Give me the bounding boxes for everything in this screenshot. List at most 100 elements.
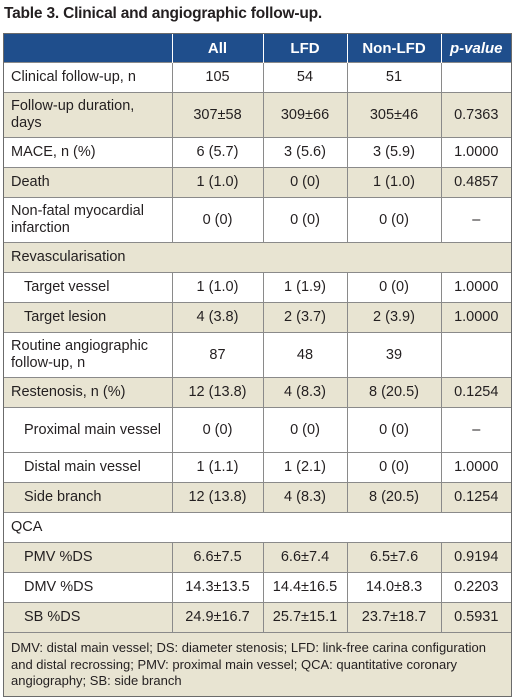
row-label: Non-fatal myocardial infarction xyxy=(4,197,172,243)
header-row: All LFD Non-LFD p-value xyxy=(4,34,511,63)
cell-nonlfd: 0 (0) xyxy=(346,197,441,243)
cell-p-value: 0.4857 xyxy=(440,167,511,198)
table-row: MACE, n (%) 6 (5.7) 3 (5.6) 3 (5.9) 1.00… xyxy=(4,137,511,168)
table-row: PMV %DS 6.6±7.5 6.6±7.4 6.5±7.6 0.9194 xyxy=(4,542,511,573)
cell-nonlfd: 51 xyxy=(346,62,441,93)
cell-nonlfd: 3 (5.9) xyxy=(346,137,441,168)
row-label: PMV %DS xyxy=(4,542,172,573)
row-label: Side branch xyxy=(4,482,172,513)
table-row: Distal main vessel 1 (1.1) 1 (2.1) 0 (0)… xyxy=(4,452,511,483)
cell-p-value: 1.0000 xyxy=(440,272,511,303)
cell-p-value: 1.0000 xyxy=(440,137,511,168)
cell-all: 1 (1.0) xyxy=(171,167,263,198)
header-nonlfd: Non-LFD xyxy=(346,34,441,63)
section-label: QCA xyxy=(4,512,511,543)
cell-lfd: 1 (2.1) xyxy=(262,452,347,483)
table-row: SB %DS 24.9±16.7 25.7±15.1 23.7±18.7 0.5… xyxy=(4,602,511,632)
row-label: DMV %DS xyxy=(4,572,172,603)
cell-all: 307±58 xyxy=(171,92,263,138)
cell-all: 1 (1.0) xyxy=(171,272,263,303)
cell-nonlfd: 8 (20.5) xyxy=(346,482,441,513)
row-label: Clinical follow-up, n xyxy=(4,62,172,93)
table-title: Table 3. Clinical and angiographic follo… xyxy=(4,5,322,22)
header-all: All xyxy=(171,34,263,63)
table-row: Target lesion 4 (3.8) 2 (3.7) 2 (3.9) 1.… xyxy=(4,302,511,333)
cell-p-value: 0.2203 xyxy=(440,572,511,603)
cell-nonlfd: 0 (0) xyxy=(346,272,441,303)
row-label: SB %DS xyxy=(4,602,172,632)
table-row: Follow-up duration, days 307±58 309±66 3… xyxy=(4,92,511,138)
cell-all: 105 xyxy=(171,62,263,93)
cell-lfd: 48 xyxy=(262,332,347,378)
table-row: Proximal main vessel 0 (0) 0 (0) 0 (0) – xyxy=(4,407,511,453)
followup-table: All LFD Non-LFD p-value Clinical follow-… xyxy=(4,34,511,632)
table-footnote: DMV: distal main vessel; DS: diameter st… xyxy=(4,632,511,696)
cell-lfd: 309±66 xyxy=(262,92,347,138)
cell-nonlfd: 0 (0) xyxy=(346,407,441,453)
table-row: DMV %DS 14.3±13.5 14.4±16.5 14.0±8.3 0.2… xyxy=(4,572,511,603)
cell-nonlfd: 6.5±7.6 xyxy=(346,542,441,573)
table-row: Clinical follow-up, n 105 54 51 xyxy=(4,62,511,93)
cell-all: 1 (1.1) xyxy=(171,452,263,483)
cell-p-value: 1.0000 xyxy=(440,302,511,333)
row-label: Restenosis, n (%) xyxy=(4,377,172,408)
cell-p-value xyxy=(440,332,511,378)
cell-lfd: 0 (0) xyxy=(262,167,347,198)
cell-nonlfd: 39 xyxy=(346,332,441,378)
section-row: Revascularisation xyxy=(4,242,511,273)
cell-lfd: 4 (8.3) xyxy=(262,482,347,513)
cell-nonlfd: 0 (0) xyxy=(346,452,441,483)
cell-p-value: 0.1254 xyxy=(440,482,511,513)
cell-lfd: 6.6±7.4 xyxy=(262,542,347,573)
header-p-value: p-value xyxy=(440,34,511,63)
row-label: MACE, n (%) xyxy=(4,137,172,168)
cell-all: 0 (0) xyxy=(171,197,263,243)
cell-p-value: – xyxy=(440,197,511,243)
cell-all: 0 (0) xyxy=(171,407,263,453)
cell-lfd: 25.7±15.1 xyxy=(262,602,347,632)
header-label xyxy=(4,34,172,63)
cell-p-value: 0.9194 xyxy=(440,542,511,573)
section-row: QCA xyxy=(4,512,511,543)
cell-all: 4 (3.8) xyxy=(171,302,263,333)
table-row: Death 1 (1.0) 0 (0) 1 (1.0) 0.4857 xyxy=(4,167,511,198)
header-lfd: LFD xyxy=(262,34,347,63)
row-label: Follow-up duration, days xyxy=(4,92,172,138)
cell-lfd: 54 xyxy=(262,62,347,93)
cell-all: 12 (13.8) xyxy=(171,482,263,513)
cell-lfd: 0 (0) xyxy=(262,407,347,453)
cell-p-value: – xyxy=(440,407,511,453)
cell-nonlfd: 305±46 xyxy=(346,92,441,138)
row-label: Target lesion xyxy=(4,302,172,333)
cell-nonlfd: 23.7±18.7 xyxy=(346,602,441,632)
cell-p-value: 0.1254 xyxy=(440,377,511,408)
row-label: Target vessel xyxy=(4,272,172,303)
cell-lfd: 14.4±16.5 xyxy=(262,572,347,603)
cell-p-value: 1.0000 xyxy=(440,452,511,483)
cell-all: 6.6±7.5 xyxy=(171,542,263,573)
table-row: Routine angiographic follow-up, n 87 48 … xyxy=(4,332,511,378)
table-row: Non-fatal myocardial infarction 0 (0) 0 … xyxy=(4,197,511,243)
cell-p-value: 0.7363 xyxy=(440,92,511,138)
table-container: All LFD Non-LFD p-value Clinical follow-… xyxy=(3,33,512,697)
cell-all: 24.9±16.7 xyxy=(171,602,263,632)
cell-all: 12 (13.8) xyxy=(171,377,263,408)
cell-nonlfd: 14.0±8.3 xyxy=(346,572,441,603)
section-label: Revascularisation xyxy=(4,242,511,273)
row-label: Proximal main vessel xyxy=(4,407,172,453)
table-row: Restenosis, n (%) 12 (13.8) 4 (8.3) 8 (2… xyxy=(4,377,511,408)
cell-all: 14.3±13.5 xyxy=(171,572,263,603)
cell-all: 87 xyxy=(171,332,263,378)
cell-lfd: 3 (5.6) xyxy=(262,137,347,168)
table-row: Target vessel 1 (1.0) 1 (1.9) 0 (0) 1.00… xyxy=(4,272,511,303)
cell-lfd: 4 (8.3) xyxy=(262,377,347,408)
cell-nonlfd: 8 (20.5) xyxy=(346,377,441,408)
cell-p-value xyxy=(440,62,511,93)
cell-lfd: 1 (1.9) xyxy=(262,272,347,303)
cell-nonlfd: 1 (1.0) xyxy=(346,167,441,198)
row-label: Death xyxy=(4,167,172,198)
cell-lfd: 0 (0) xyxy=(262,197,347,243)
table-row: Side branch 12 (13.8) 4 (8.3) 8 (20.5) 0… xyxy=(4,482,511,513)
row-label: Routine angiographic follow-up, n xyxy=(4,332,172,378)
cell-p-value: 0.5931 xyxy=(440,602,511,632)
